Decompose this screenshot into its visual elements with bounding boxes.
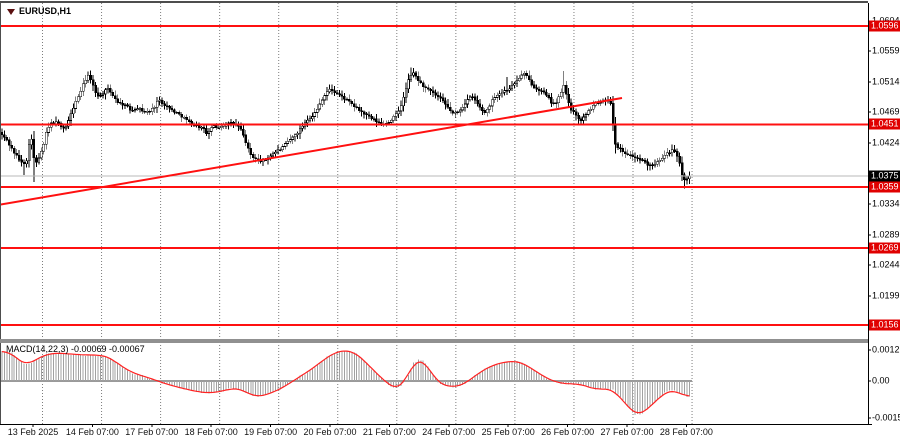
price-axis-label: 1.0199 <box>872 290 900 301</box>
time-axis-label: 27 Feb 07:00 <box>600 427 654 437</box>
panel-divider[interactable] <box>0 339 869 343</box>
price-axis-label: 1.0604 <box>872 15 900 26</box>
symbol-marker-triangle-icon <box>7 8 15 15</box>
axis-ticks <box>32 20 871 427</box>
level-price-label: 1.0269 <box>869 242 900 254</box>
trendline[interactable] <box>0 97 623 206</box>
macd-axis-label: -0.00151 <box>872 412 900 423</box>
macd-indicator-label: MACD(14,22,3) -0.00069 -0.00067 <box>6 344 145 354</box>
time-axis-label: 24 Feb 07:00 <box>422 427 476 437</box>
symbol-label-text: EURUSD,H1 <box>19 6 72 16</box>
day-separator-lines <box>42 3 693 424</box>
macd-signal-line <box>1 350 690 414</box>
time-axis-label: 25 Feb 07:00 <box>481 427 535 437</box>
price-axis-label: 1.0424 <box>872 137 900 148</box>
level-price-label: 1.0359 <box>869 181 900 193</box>
level-price-label: 1.0156 <box>869 319 900 331</box>
price-axis-label: 1.0289 <box>872 229 900 240</box>
price-axis-label: 1.0469 <box>872 106 900 117</box>
time-axis-label: 28 Feb 07:00 <box>659 427 713 437</box>
horizontal-level-lines[interactable] <box>0 25 868 326</box>
time-axis-label: 17 Feb 07:00 <box>125 427 179 437</box>
time-axis-label: 14 Feb 07:00 <box>65 427 119 437</box>
time-axis-label: 18 Feb 07:00 <box>184 427 238 437</box>
time-axis-label: 26 Feb 07:00 <box>541 427 595 437</box>
current-price-label: 1.0375 <box>869 170 900 182</box>
candlestick-series <box>0 67 691 189</box>
macd-histogram <box>1 350 690 415</box>
time-axis-label: 21 Feb 07:00 <box>362 427 416 437</box>
macd-axis-label: 0.00126 <box>872 344 900 355</box>
price-axis-label: 1.0514 <box>872 76 900 87</box>
level-price-label: 1.0596 <box>869 20 900 32</box>
time-axis-label: 13 Feb 2025 <box>7 427 59 437</box>
chart-frame <box>0 1 872 425</box>
price-axis-label: 1.0334 <box>872 198 900 209</box>
time-axis-label: 20 Feb 07:00 <box>303 427 357 437</box>
level-price-label: 1.0451 <box>869 118 900 130</box>
time-axis-label: 19 Feb 07:00 <box>244 427 298 437</box>
price-axis-label: 1.0244 <box>872 259 900 270</box>
symbol-label: EURUSD,H1 <box>7 6 71 17</box>
macd-axis-label: 0.00 <box>872 375 890 386</box>
price-axis-label: 1.0559 <box>872 45 900 56</box>
